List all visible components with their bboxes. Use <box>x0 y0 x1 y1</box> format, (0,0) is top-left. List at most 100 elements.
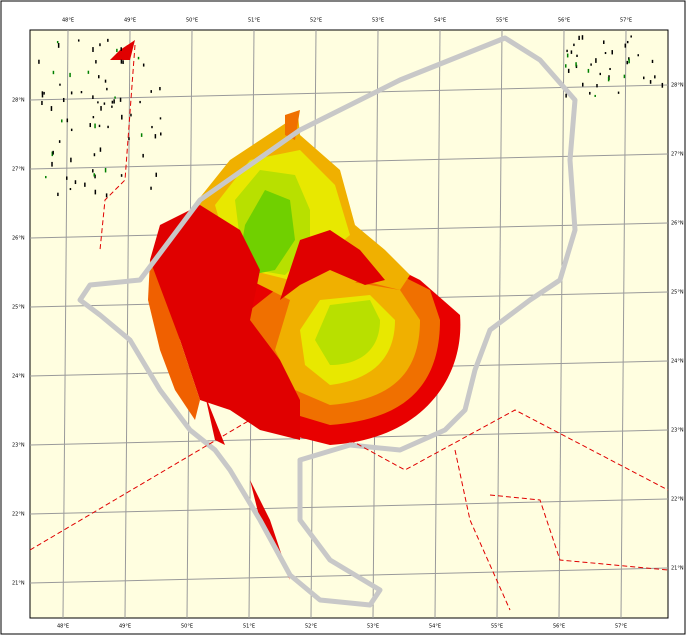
dot <box>142 154 144 158</box>
right-label: 22°N <box>671 497 684 503</box>
dot <box>116 49 118 52</box>
dot <box>75 180 77 184</box>
dot <box>625 44 627 48</box>
dot <box>57 41 59 43</box>
dot <box>139 101 141 103</box>
dot <box>654 75 656 78</box>
dot <box>608 77 610 81</box>
top-label: 48°E <box>62 18 74 24</box>
dot <box>92 47 94 52</box>
map: 48°E49°E50°E51°E52°E53°E54°E55°E56°E57°E… <box>0 0 686 635</box>
top-label: 55°E <box>496 18 508 24</box>
dot <box>99 125 101 127</box>
dot <box>600 73 602 75</box>
dot <box>57 193 59 196</box>
dot <box>609 68 611 70</box>
dot <box>121 115 123 120</box>
dot <box>42 94 44 97</box>
dot <box>589 92 591 95</box>
dot <box>630 35 632 37</box>
dot <box>603 40 605 44</box>
dot <box>71 129 73 131</box>
dot <box>573 44 575 46</box>
dot <box>59 140 61 143</box>
left-label: 27°N <box>12 167 25 173</box>
bottom-label: 54°E <box>429 624 441 630</box>
dot <box>595 58 597 63</box>
left-label: 21°N <box>12 581 25 587</box>
dot <box>41 101 43 105</box>
dot <box>112 101 114 104</box>
top-label: 49°E <box>124 18 136 24</box>
dot <box>120 98 122 102</box>
right-label: 24°N <box>671 359 684 365</box>
bottom-label: 57°E <box>615 624 627 630</box>
dot <box>106 193 108 197</box>
dot <box>58 43 60 48</box>
right-label: 23°N <box>671 428 684 434</box>
dot <box>93 116 95 118</box>
dot <box>63 98 64 102</box>
dot <box>52 151 54 155</box>
dot <box>92 95 94 99</box>
dot <box>81 91 83 93</box>
right-label: 27°N <box>671 152 684 158</box>
dot <box>143 64 145 67</box>
dot <box>138 57 140 59</box>
top-label: 54°E <box>434 18 446 24</box>
dot <box>150 90 152 93</box>
dot <box>151 126 153 128</box>
left-label: 23°N <box>12 443 25 449</box>
dot <box>69 73 71 77</box>
dot <box>160 132 162 135</box>
dot <box>51 106 53 111</box>
bottom-label: 49°E <box>119 624 131 630</box>
left-label: 22°N <box>12 512 25 518</box>
dot <box>70 188 72 190</box>
dot <box>107 126 109 128</box>
dot <box>113 99 115 103</box>
top-label: 57°E <box>620 18 632 24</box>
dot <box>97 101 99 103</box>
left-label: 26°N <box>12 236 25 242</box>
bottom-label: 56°E <box>553 624 565 630</box>
dot <box>92 169 94 172</box>
dot <box>106 88 108 90</box>
dot <box>624 75 626 78</box>
dot <box>150 187 152 190</box>
left-label: 25°N <box>12 305 25 311</box>
dot <box>155 134 157 138</box>
dot <box>105 168 107 173</box>
dot <box>59 84 61 86</box>
right-label: 28°N <box>671 83 684 89</box>
dot <box>578 36 580 40</box>
dot <box>637 54 639 56</box>
dot <box>95 190 97 195</box>
left-label: 24°N <box>12 374 25 380</box>
dot <box>53 71 55 74</box>
dot <box>67 119 69 123</box>
dot <box>100 147 102 151</box>
dot <box>582 83 584 87</box>
dot <box>78 39 80 41</box>
bottom-label: 50°E <box>181 624 193 630</box>
dot <box>160 117 162 119</box>
bottom-label: 51°E <box>243 624 255 630</box>
dot <box>662 83 664 88</box>
dot <box>643 77 645 80</box>
dot <box>568 69 570 73</box>
dot <box>93 173 95 176</box>
dot <box>596 84 598 87</box>
dot <box>98 75 100 78</box>
dot <box>575 62 577 66</box>
dot <box>121 60 123 64</box>
top-label: 50°E <box>186 18 198 24</box>
bottom-label: 55°E <box>491 624 503 630</box>
dot <box>128 137 130 140</box>
dot <box>88 71 90 74</box>
dot <box>51 162 53 167</box>
dot <box>120 47 122 50</box>
dot <box>95 60 97 63</box>
dot <box>565 64 567 67</box>
dot <box>61 119 63 122</box>
